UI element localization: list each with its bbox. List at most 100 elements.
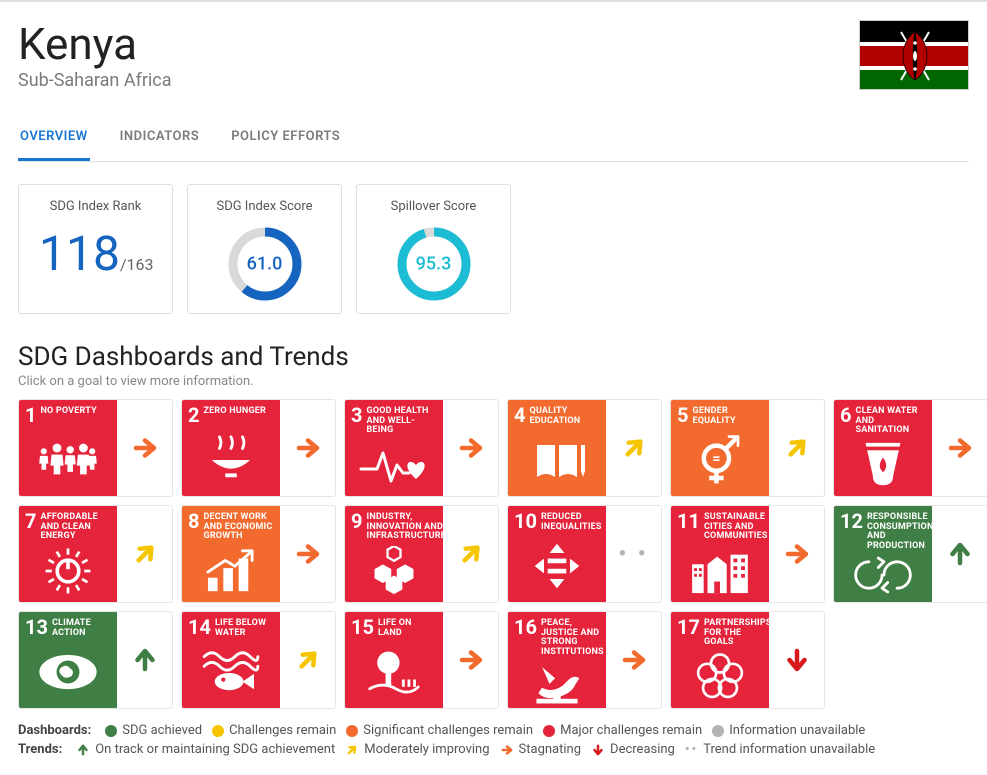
goal-health-icon <box>351 436 437 494</box>
goal-tile-5[interactable]: 5 GENDER EQUALITY = <box>670 399 825 497</box>
goal-industry-icon <box>351 542 437 600</box>
goal-main-1: 1 NO POVERTY <box>19 399 117 497</box>
legend-dash-text: Challenges remain <box>229 723 336 738</box>
trend-down-icon <box>782 645 812 675</box>
goal-trend-4 <box>606 433 661 463</box>
goal-number: 5 <box>677 405 688 425</box>
goal-tile-2[interactable]: 2 ZERO HUNGER <box>181 399 336 497</box>
legend-dash-text: Major challenges remain <box>560 723 702 738</box>
legend-trend-mod-icon <box>345 743 359 757</box>
goal-number: 17 <box>677 617 700 637</box>
goal-label: INDUSTRY, INNOVATION AND INFRASTRUCTURE <box>366 513 445 541</box>
goal-main-14: 14 LIFE BELOW WATER <box>182 611 280 709</box>
goal-tile-9[interactable]: 9 INDUSTRY, INNOVATION AND INFRASTRUCTUR… <box>344 505 499 603</box>
goal-hunger-icon <box>188 425 274 493</box>
trend-stag-icon <box>782 539 812 569</box>
goal-tile-10[interactable]: 10 REDUCED INEQUALITIES • • <box>507 505 662 603</box>
trend-stag-icon <box>130 433 160 463</box>
country-title: Kenya <box>18 20 172 68</box>
goal-main-8: 8 DECENT WORK AND ECONOMIC GROWTH <box>182 505 280 603</box>
legend-dot-icon <box>712 725 724 737</box>
goal-tile-12[interactable]: 12 RESPONSIBLE CONSUMPTION AND PRODUCTIO… <box>833 505 987 603</box>
goal-main-15: 15 LIFE ON LAND <box>345 611 443 709</box>
goal-label: NO POVERTY <box>40 407 96 416</box>
goal-trend-3 <box>443 433 498 463</box>
trend-mod-icon <box>456 539 486 569</box>
goal-label: PEACE, JUSTICE AND STRONG INSTITUTIONS <box>541 619 604 657</box>
goal-tile-16[interactable]: 16 PEACE, JUSTICE AND STRONG INSTITUTION… <box>507 611 662 709</box>
goal-tile-6[interactable]: 6 CLEAN WATER AND SANITATION <box>833 399 987 497</box>
goal-label: ZERO HUNGER <box>203 407 266 416</box>
trend-stag-icon <box>945 433 975 463</box>
trend-mod-icon <box>782 433 812 463</box>
dashboards-subtitle: Click on a goal to view more information… <box>18 374 969 389</box>
goal-main-4: 4 QUALITY EDUCATION <box>508 399 606 497</box>
goal-tile-13[interactable]: 13 CLIMATE ACTION <box>18 611 173 709</box>
goal-tile-11[interactable]: 11 SUSTAINABLE CITIES AND COMMUNITIES <box>670 505 825 603</box>
legend-trend-text: Moderately improving <box>364 742 489 757</box>
index-score-gauge: 61.0 <box>225 224 305 304</box>
legend: Dashboards: SDG achieved Challenges rema… <box>18 723 969 757</box>
svg-text:=: = <box>712 450 720 467</box>
goal-tile-14[interactable]: 14 LIFE BELOW WATER <box>181 611 336 709</box>
trend-up-icon <box>130 645 160 675</box>
index-score-card: SDG Index Score 61.0 <box>187 184 342 314</box>
tab-overview[interactable]: OVERVIEW <box>18 119 90 161</box>
goal-label: LIFE ON LAND <box>378 619 437 638</box>
goal-tile-4[interactable]: 4 QUALITY EDUCATION <box>507 399 662 497</box>
goal-trend-14 <box>280 645 335 675</box>
goal-tile-1[interactable]: 1 NO POVERTY <box>18 399 173 497</box>
legend-dash-item: Major challenges remain <box>543 723 702 738</box>
title-block: Kenya Sub-Saharan Africa <box>18 20 172 91</box>
goal-main-10: 10 REDUCED INEQUALITIES <box>508 505 606 603</box>
goal-main-7: 7 AFFORDABLE AND CLEAN ENERGY <box>19 505 117 603</box>
rank-value: 118 <box>39 225 120 282</box>
goal-tile-8[interactable]: 8 DECENT WORK AND ECONOMIC GROWTH <box>181 505 336 603</box>
goal-label: QUALITY EDUCATION <box>529 407 600 426</box>
goal-number: 15 <box>351 617 374 637</box>
legend-trend-down-icon <box>591 743 605 757</box>
goal-main-3: 3 GOOD HEALTH AND WELL-BEING <box>345 399 443 497</box>
goal-trend-15 <box>443 645 498 675</box>
goal-label: CLIMATE ACTION <box>52 619 111 638</box>
goal-partnerships-icon <box>677 648 763 706</box>
legend-trend-text: Decreasing <box>610 742 675 757</box>
goals-grid: 1 NO POVERTY <box>18 399 969 709</box>
tab-policy-efforts[interactable]: POLICY EFFORTS <box>229 119 342 161</box>
legend-trend-item: Moderately improving <box>345 742 489 757</box>
legend-dot-icon <box>346 725 358 737</box>
goal-label: AFFORDABLE AND CLEAN ENERGY <box>40 513 111 541</box>
goal-main-11: 11 SUSTAINABLE CITIES AND COMMUNITIES <box>671 505 769 603</box>
goal-number: 8 <box>188 511 199 531</box>
goal-label: DECENT WORK AND ECONOMIC GROWTH <box>203 513 274 541</box>
legend-trend-item: Stagnating <box>500 742 582 757</box>
goal-main-2: 2 ZERO HUNGER <box>182 399 280 497</box>
goal-energy-icon <box>25 542 111 600</box>
trend-stag-icon <box>456 645 486 675</box>
legend-dashboards: Dashboards: SDG achieved Challenges rema… <box>18 723 969 738</box>
goal-trend-17 <box>769 645 824 675</box>
metrics-row: SDG Index Rank 118/163 SDG Index Score 6… <box>18 184 969 314</box>
goal-tile-17[interactable]: 17 PARTNERSHIPS FOR THE GOALS <box>670 611 825 709</box>
goal-number: 9 <box>351 511 362 531</box>
legend-trend-up-icon <box>76 743 90 757</box>
legend-dash-text: Information unavailable <box>729 723 865 738</box>
goal-tile-3[interactable]: 3 GOOD HEALTH AND WELL-BEING <box>344 399 499 497</box>
goal-tile-15[interactable]: 15 LIFE ON LAND <box>344 611 499 709</box>
header: Kenya Sub-Saharan Africa <box>18 20 969 91</box>
goal-trend-1 <box>117 433 172 463</box>
goal-trend-6 <box>932 433 987 463</box>
legend-trend-item: On track or maintaining SDG achievement <box>76 742 335 757</box>
goal-cities-icon <box>677 542 763 600</box>
dashboards-title: SDG Dashboards and Trends <box>18 342 969 372</box>
goal-label: LIFE BELOW WATER <box>215 619 274 638</box>
goal-tile-7[interactable]: 7 AFFORDABLE AND CLEAN ENERGY <box>18 505 173 603</box>
spillover-title: Spillover Score <box>375 199 492 214</box>
goal-peace-icon <box>514 657 600 707</box>
legend-dash-item: Significant challenges remain <box>346 723 533 738</box>
goal-label: GENDER EQUALITY <box>692 407 763 426</box>
goal-growth-icon <box>188 542 274 600</box>
index-score-title: SDG Index Score <box>206 199 323 214</box>
legend-dot-icon <box>543 725 555 737</box>
tab-indicators[interactable]: INDICATORS <box>118 119 202 161</box>
